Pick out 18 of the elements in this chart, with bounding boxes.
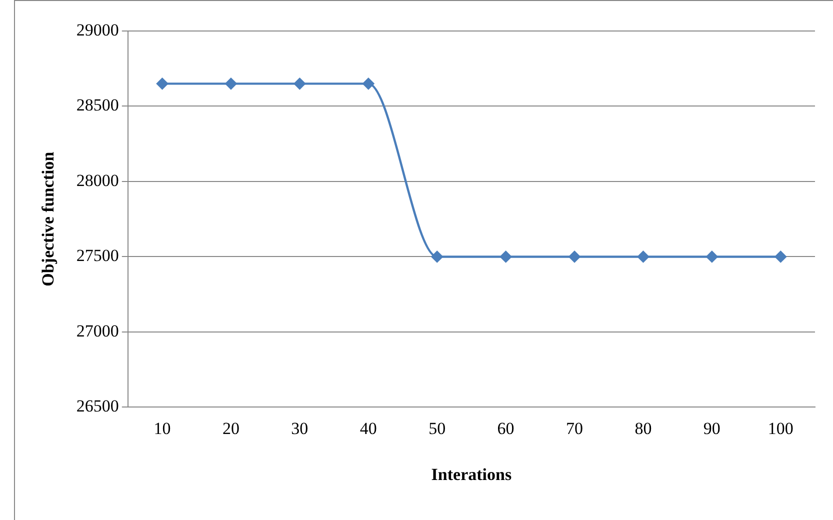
x-tick-label: 40 (360, 418, 377, 438)
x-tick-label: 60 (497, 418, 514, 438)
y-tick-label: 26500 (76, 396, 119, 416)
x-tick-label: 70 (566, 418, 584, 438)
x-tick-label: 50 (428, 418, 446, 438)
x-tick-label: 10 (154, 418, 171, 438)
y-tick-label: 27500 (76, 246, 119, 266)
y-tick-label: 29000 (76, 20, 119, 40)
x-axis-title: Interations (431, 465, 512, 484)
x-tick-label: 80 (634, 418, 652, 438)
y-tick-label: 28500 (76, 96, 119, 115)
y-tick-label: 27000 (76, 321, 119, 340)
x-tick-label: 30 (291, 418, 308, 438)
x-tick-label: 90 (703, 418, 720, 438)
y-tick-label: 28000 (76, 170, 119, 190)
x-tick-label: 20 (222, 418, 240, 438)
x-tick-label: 100 (768, 418, 794, 438)
y-axis-title: Objective function (38, 151, 58, 286)
